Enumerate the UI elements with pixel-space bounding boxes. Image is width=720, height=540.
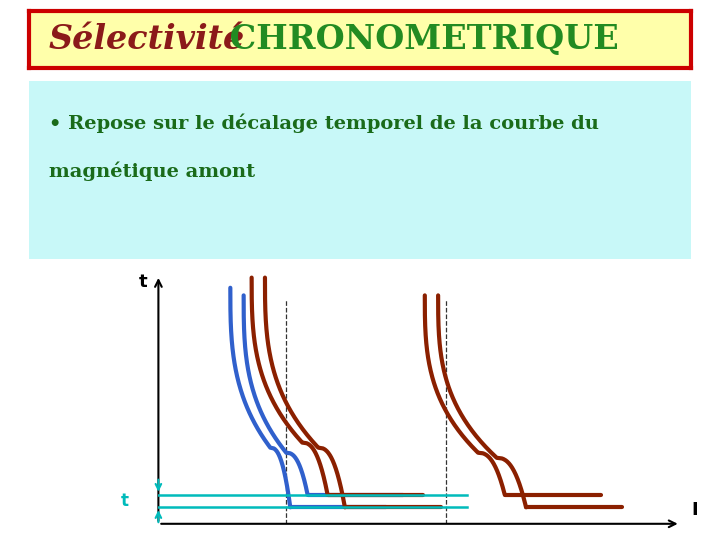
Text: CHRONOMETRIQUE: CHRONOMETRIQUE (217, 23, 618, 56)
Text: t: t (121, 492, 129, 510)
Text: Sélectivité: Sélectivité (49, 23, 245, 56)
Text: magnétique amont: magnétique amont (49, 161, 255, 181)
Text: t: t (139, 273, 148, 291)
Text: I: I (691, 501, 698, 519)
Text: • Repose sur le décalage temporel de la courbe du: • Repose sur le décalage temporel de la … (49, 113, 598, 133)
